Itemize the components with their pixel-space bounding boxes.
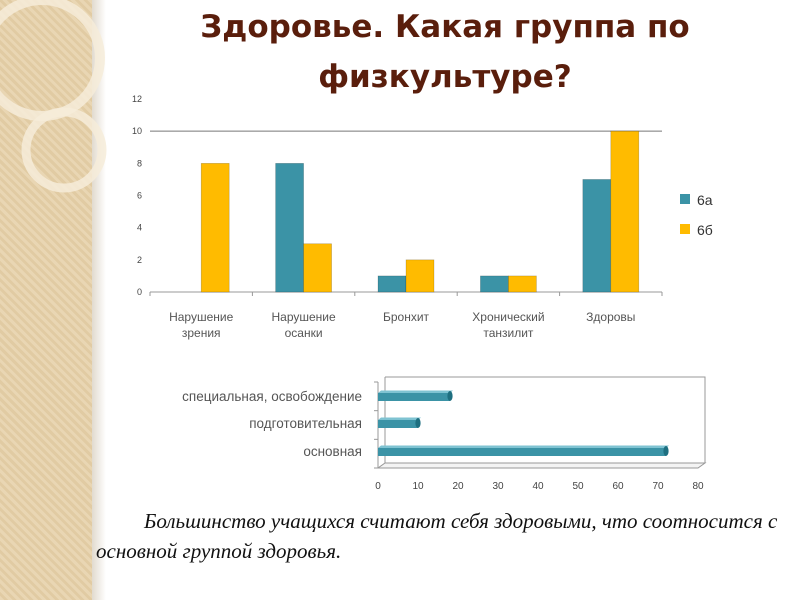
x-category-label: Хронический [472, 310, 544, 324]
legend-label: 6б [697, 222, 713, 238]
x-tick-label: 10 [412, 481, 424, 492]
x-tick-label: 30 [492, 481, 504, 492]
x-category-label: Здоровы [586, 310, 635, 324]
y-tick-label: 8 [137, 158, 142, 168]
bar-top [378, 445, 669, 448]
x-tick-label: 40 [532, 481, 544, 492]
x-category-label: Нарушение [272, 310, 337, 324]
bar [480, 275, 509, 293]
bar [610, 130, 640, 293]
x-tick-label: 50 [572, 481, 584, 492]
decorative-rings-icon [0, 0, 107, 193]
x-tick-label: 70 [652, 481, 664, 492]
y-tick-label: 6 [137, 191, 142, 201]
y-tick-label: 10 [132, 126, 142, 136]
bar [405, 259, 435, 293]
y-tick-label: 2 [137, 255, 142, 265]
bar [378, 393, 450, 401]
y-tick-label: 12 [132, 94, 142, 104]
bar [200, 163, 230, 293]
bar-top [378, 390, 453, 393]
y-tick-label: 4 [137, 223, 142, 233]
bar [377, 275, 407, 293]
legend-swatch [680, 224, 690, 234]
health-group-hbar-chart: 0 10 20 30 40 50 60 70 80 специальная, освобожден… [182, 376, 707, 492]
legend-label: 6а [697, 192, 713, 208]
bar [378, 448, 666, 456]
conclusion-text: Большинство учащихся считают себя здоров… [96, 509, 778, 563]
bar [508, 275, 537, 293]
bar-end [447, 391, 453, 401]
y-category-label: основная [303, 444, 362, 459]
x-tick-label: 20 [452, 481, 464, 492]
chart-floor [376, 462, 707, 469]
bar-top [378, 417, 421, 420]
chart-back-wall [385, 376, 706, 463]
x-tick-label: 60 [612, 481, 624, 492]
y-category-label: подготовительная [249, 416, 362, 431]
x-category-label: танзилит [483, 326, 534, 340]
bar [582, 179, 612, 293]
x-category-label: зрения [182, 326, 221, 340]
health-conditions-bar-chart: 0 2 4 6 8 10 12 Нарушение зрения Нарушение осанки Б… [132, 94, 713, 340]
bar-end [415, 418, 421, 428]
legend-swatch [680, 194, 690, 204]
y-tick-label: 0 [137, 287, 142, 297]
bar-end [663, 446, 669, 456]
x-tick-label: 80 [692, 481, 704, 492]
x-tick-label: 0 [375, 481, 381, 492]
bar [275, 163, 304, 293]
x-category-label: осанки [285, 326, 323, 340]
y-category-label: специальная, освобождение [182, 389, 362, 404]
x-category-label: Бронхит [383, 310, 430, 324]
x-category-label: Нарушение [169, 310, 234, 324]
bar [378, 420, 418, 428]
bar [303, 243, 332, 293]
page-title: Здоровье. Какая группа по физкультуре? [200, 9, 690, 95]
